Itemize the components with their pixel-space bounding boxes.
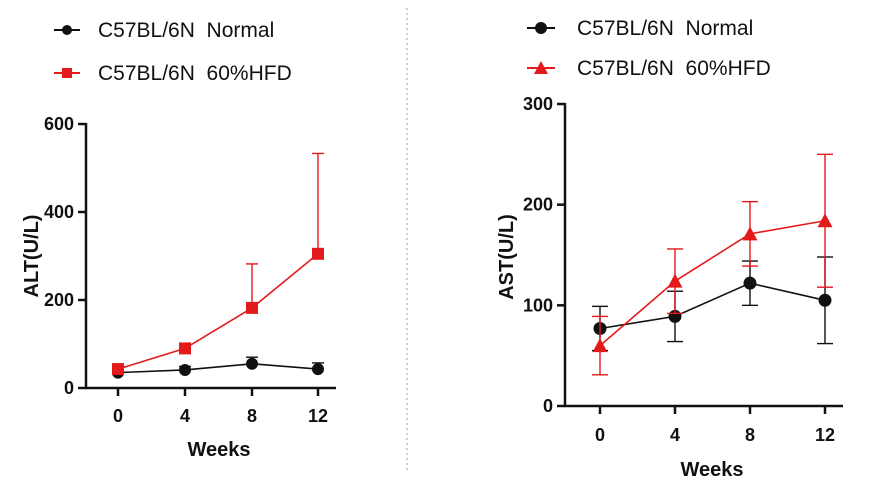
alt-chart: 0 200 400 600 0 4 8 12 Weeks ALT(U/L) [21, 114, 336, 461]
alt-series-normal-point [246, 357, 258, 370]
alt-x-tick-label: 4 [180, 406, 190, 426]
ast-x-axis-title: Weeks [680, 459, 743, 481]
ast-series-hfd-point [592, 338, 608, 353]
alt-legend-normal-label: C57BL/6N Normal [98, 19, 274, 42]
ast-series-hfd-point [667, 273, 683, 288]
ast-legend-normal-marker [535, 22, 547, 34]
ast-series-normal-line [599, 282, 826, 330]
alt-series-normal-point [179, 363, 191, 376]
alt-y-tick-label: 400 [44, 202, 74, 222]
ast-y-tick-label: 200 [523, 195, 553, 215]
alt-series-hfd-line [117, 253, 319, 370]
ast-series-hfd-point [742, 226, 758, 241]
alt-series-hfd-point [246, 301, 258, 314]
alt-y-tick-label: 200 [44, 290, 74, 310]
ast-series-normal-point [743, 276, 757, 290]
ast-legend-hfd-label: C57BL/6N 60%HFD [577, 57, 771, 80]
ast-series-hfd-point [817, 213, 833, 228]
alt-x-tick-label: 12 [308, 406, 328, 426]
ast-legend-normal-label: C57BL/6N Normal [577, 17, 753, 40]
alt-series-hfd-point [179, 342, 191, 355]
ast-x-tick-label: 4 [670, 425, 680, 445]
alt-legend: C57BL/6N Normal C57BL/6N 60%HFD [54, 19, 292, 85]
ast-x-tick-label: 8 [745, 425, 755, 445]
ast-y-tick-label: 0 [543, 396, 553, 416]
alt-y-tick-label: 600 [44, 114, 74, 134]
ast-legend-hfd-marker [534, 61, 548, 74]
alt-x-axis-title: Weeks [187, 439, 250, 461]
alt-y-tick-label: 0 [64, 378, 74, 398]
alt-y-axis-title: ALT(U/L) [21, 215, 43, 298]
ast-series-normal-point [818, 293, 832, 307]
ast-chart: 0 100 200 300 0 4 8 12 Weeks AST(U/L) [496, 94, 843, 481]
alt-series-hfd-point [312, 247, 324, 260]
ast-y-axis-title: AST(U/L) [496, 214, 518, 300]
alt-legend-normal-marker [62, 25, 72, 35]
ast-series-hfd-line [599, 219, 826, 347]
alt-series-normal-point [312, 363, 324, 376]
ast-y-tick-label: 300 [523, 94, 553, 114]
alt-series-normal-line [117, 362, 319, 374]
ast-x-tick-label: 12 [815, 425, 835, 445]
ast-y-tick-label: 100 [523, 295, 553, 315]
alt-legend-hfd-marker [62, 68, 72, 78]
alt-legend-hfd-label: C57BL/6N 60%HFD [98, 62, 292, 85]
alt-x-tick-label: 0 [113, 406, 123, 426]
alt-x-tick-label: 8 [247, 406, 257, 426]
ast-x-tick-label: 0 [595, 425, 605, 445]
ast-legend: C57BL/6N Normal C57BL/6N 60%HFD [527, 17, 771, 80]
alt-series-hfd-point [112, 363, 124, 376]
